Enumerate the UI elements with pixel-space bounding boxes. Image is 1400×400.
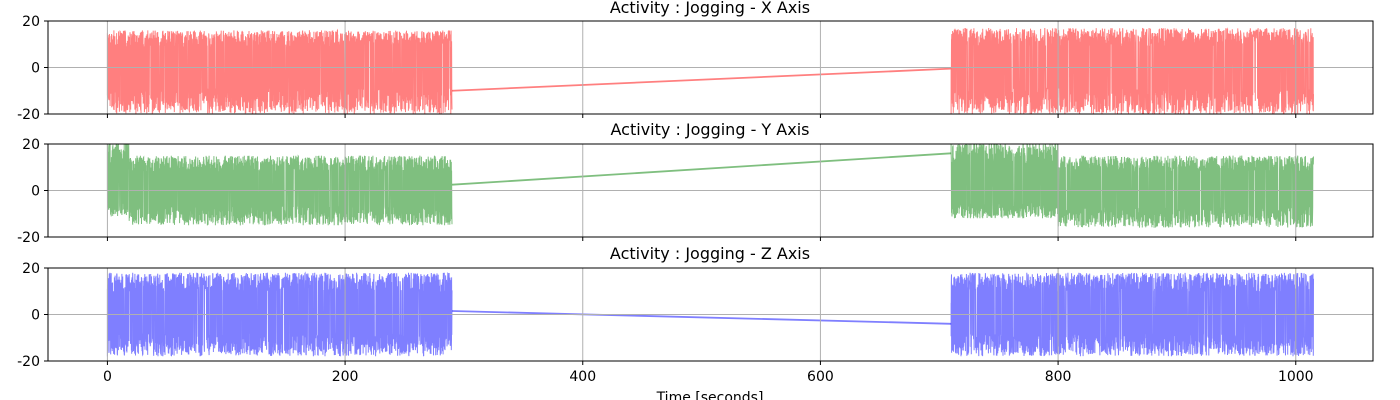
y-tick-label: 20 — [22, 137, 40, 153]
y-tick-label: -20 — [17, 354, 40, 370]
y-tick-label: 0 — [31, 184, 40, 200]
x-tick-label: 200 — [332, 369, 359, 385]
x-tick-label: 400 — [569, 369, 596, 385]
signal-y-gap-line — [451, 152, 952, 186]
x-tick-label: 800 — [1045, 369, 1072, 385]
y-tick-label: 20 — [22, 261, 40, 277]
signal-x — [106, 27, 1314, 114]
x-tick-label: 0 — [103, 369, 112, 385]
signal-z-segment-1 — [106, 271, 453, 357]
x-tick-label: 1000 — [1278, 369, 1314, 385]
signal-z-gap-line — [452, 310, 952, 325]
panel-z-axis: Activity : Jogging - Z Axis 200-200 200 40… — [17, 244, 1374, 385]
chart-title-z: Activity : Jogging - Z Axis — [610, 244, 810, 263]
signal-y — [106, 144, 1314, 228]
chart-title-y: Activity : Jogging - Y Axis — [611, 120, 810, 139]
chart-title-x: Activity : Jogging - X Axis — [610, 0, 810, 17]
y-tick-label: 0 — [31, 308, 40, 324]
x-tick-label: 600 — [807, 369, 834, 385]
signal-x-gap-line — [451, 67, 952, 92]
signal-y-segment-2 — [950, 144, 1314, 228]
y-tick-label: 20 — [22, 14, 40, 30]
signal-z — [106, 271, 1314, 357]
x-axis-label: Time [seconds] — [656, 390, 764, 400]
y-tick-label: 0 — [31, 61, 40, 77]
y-tick-label: -20 — [17, 107, 40, 123]
signal-z-segment-2 — [950, 272, 1314, 357]
signal-x-segment-1 — [106, 28, 453, 114]
signal-x-segment-2 — [950, 27, 1314, 114]
signal-y-segment-1 — [106, 144, 453, 226]
y-tick-label: -20 — [17, 230, 40, 246]
panel-y-axis: Activity : Jogging - Y Axis 20 0 -20 — [17, 120, 1374, 246]
panel-x-axis: Activity : Jogging - X Axis 20 0 -20 — [17, 0, 1374, 123]
